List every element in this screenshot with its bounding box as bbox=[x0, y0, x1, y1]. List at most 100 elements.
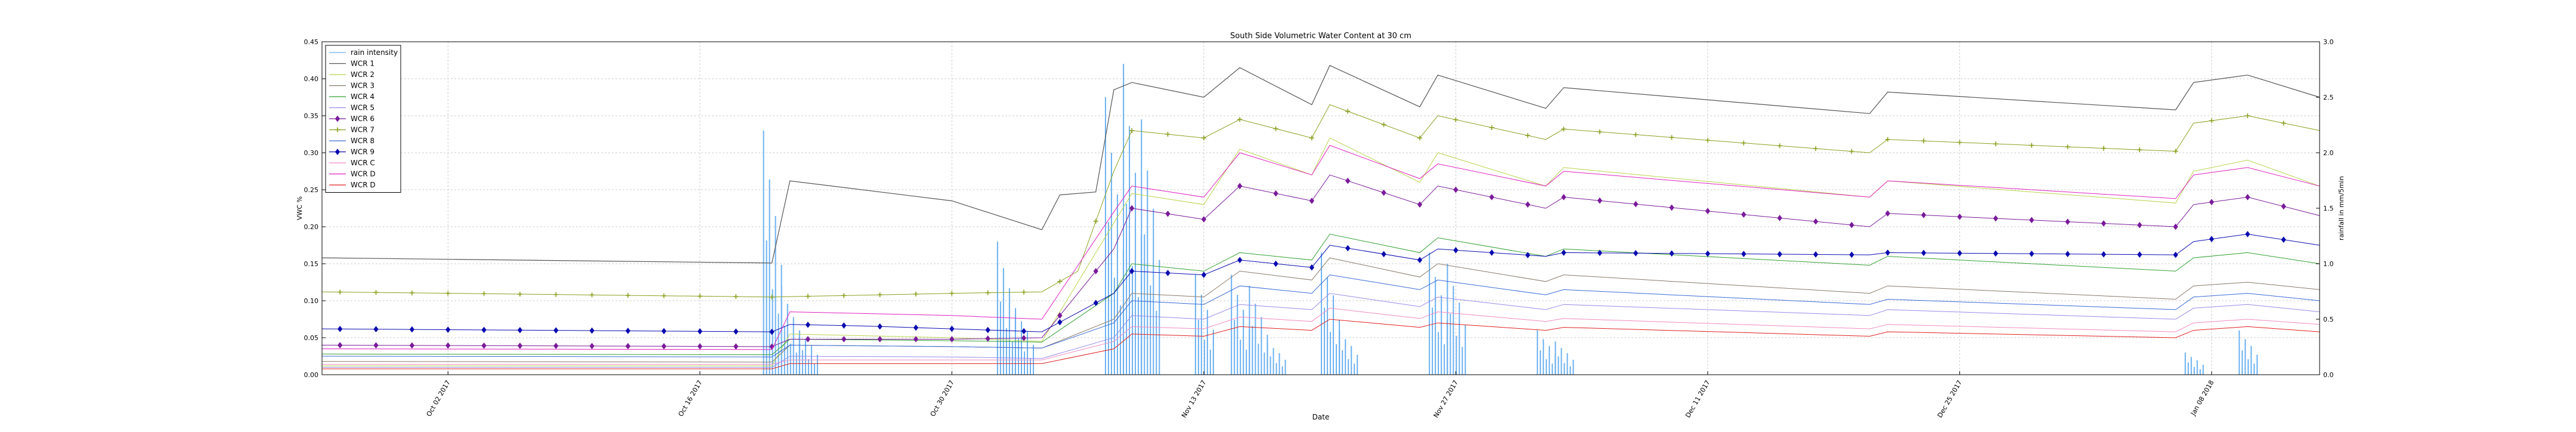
series-marker bbox=[1561, 249, 1566, 256]
series-line bbox=[321, 233, 2320, 356]
series-marker bbox=[1381, 122, 1386, 127]
series-marker bbox=[1309, 135, 1314, 141]
rain-bar bbox=[1116, 194, 1118, 375]
series-marker bbox=[2245, 194, 2250, 200]
series-marker bbox=[1453, 186, 1459, 193]
x-tick-label: Oct 02 2017 bbox=[425, 379, 452, 418]
series-marker bbox=[589, 327, 595, 334]
rain-bar bbox=[1330, 332, 1332, 375]
series-marker bbox=[589, 342, 595, 350]
rain-bar bbox=[999, 301, 1001, 375]
series-marker bbox=[697, 343, 702, 350]
series-marker bbox=[841, 336, 847, 342]
series-marker bbox=[1021, 289, 1027, 295]
series-marker bbox=[1669, 204, 1674, 211]
rain-bar bbox=[1453, 286, 1454, 375]
series-marker bbox=[445, 291, 451, 296]
rain-bar bbox=[2253, 363, 2255, 375]
rain-bars bbox=[763, 64, 2258, 375]
series-marker bbox=[1993, 250, 1998, 257]
rain-bar bbox=[1240, 340, 1241, 375]
rain-bar bbox=[1459, 303, 1460, 375]
series-marker bbox=[553, 327, 559, 334]
series-marker bbox=[1165, 132, 1171, 137]
series-marker bbox=[409, 342, 415, 349]
rain-bar bbox=[2193, 366, 2195, 375]
legend-label: WCR 1 bbox=[351, 60, 374, 68]
rain-bar bbox=[1336, 344, 1337, 375]
y-tick-label: 0.25 bbox=[304, 186, 319, 194]
y-right-tick-label: 3.0 bbox=[2323, 38, 2334, 46]
legend-label: rain intensity bbox=[351, 48, 398, 57]
series-marker bbox=[1777, 251, 1782, 258]
series-marker bbox=[1309, 264, 1315, 271]
series-marker bbox=[2209, 199, 2215, 205]
series-marker bbox=[1885, 249, 1890, 256]
series-marker bbox=[445, 326, 451, 333]
series-marker bbox=[2101, 251, 2106, 258]
series-marker bbox=[409, 290, 414, 295]
series-marker bbox=[1237, 117, 1243, 122]
y-right-tick-label: 1.5 bbox=[2323, 205, 2334, 212]
rain-bar bbox=[1206, 310, 1208, 375]
series-marker bbox=[1165, 210, 1171, 217]
rain-bar bbox=[1555, 341, 1556, 375]
series-marker bbox=[1597, 197, 1602, 204]
rain-bar bbox=[1153, 208, 1154, 375]
series-marker bbox=[1129, 128, 1135, 133]
rain-bar bbox=[1441, 295, 1442, 375]
series-marker bbox=[2173, 149, 2178, 154]
rain-bar bbox=[1194, 274, 1196, 375]
rain-bar bbox=[1107, 222, 1109, 375]
legend-label: WCR 2 bbox=[351, 70, 374, 79]
rain-bar bbox=[1429, 252, 1431, 375]
series-marker bbox=[769, 328, 775, 335]
series-marker bbox=[1957, 213, 1962, 220]
series-marker bbox=[2281, 121, 2286, 126]
series-marker bbox=[1453, 117, 1459, 122]
series-marker bbox=[1237, 183, 1243, 190]
series-marker bbox=[1561, 194, 1566, 200]
series-marker bbox=[1957, 140, 1962, 145]
series-layer bbox=[321, 64, 2320, 369]
series-marker bbox=[1669, 135, 1674, 140]
series-marker bbox=[1381, 189, 1386, 196]
y-tick-label: 0.40 bbox=[304, 75, 319, 83]
rain-bar bbox=[1537, 330, 1538, 375]
series-marker bbox=[2137, 251, 2142, 258]
series-marker bbox=[2065, 218, 2070, 225]
rain-bar bbox=[2250, 345, 2252, 375]
series-marker bbox=[1921, 249, 1927, 257]
series-marker bbox=[985, 326, 990, 334]
rain-bar bbox=[769, 179, 770, 375]
rain-bar bbox=[1572, 359, 1574, 375]
series-marker bbox=[1633, 249, 1639, 257]
rain-bar bbox=[1275, 363, 1277, 375]
series-marker bbox=[2245, 231, 2250, 237]
rain-bar bbox=[766, 240, 767, 375]
series-marker bbox=[805, 336, 810, 342]
series-marker bbox=[1921, 138, 1927, 144]
rain-bar bbox=[1104, 97, 1106, 375]
rain-bar bbox=[1267, 341, 1268, 375]
series-marker bbox=[1057, 312, 1063, 319]
series-marker bbox=[1417, 201, 1423, 208]
series-marker bbox=[2209, 118, 2214, 124]
rain-bar bbox=[1278, 353, 1280, 375]
series-marker bbox=[1993, 215, 1998, 222]
series-marker bbox=[1165, 270, 1171, 276]
series-marker bbox=[481, 326, 487, 334]
series-marker bbox=[913, 336, 919, 342]
legend-label: WCR 8 bbox=[351, 137, 374, 145]
rain-bar bbox=[2241, 350, 2243, 375]
rain-bar bbox=[1030, 358, 1032, 375]
rain-bar bbox=[1231, 274, 1233, 375]
rain-bar bbox=[1284, 359, 1286, 375]
series-marker bbox=[1705, 250, 1711, 257]
series-line bbox=[321, 144, 2320, 350]
series-marker bbox=[1885, 210, 1890, 217]
series-marker bbox=[1201, 271, 1206, 278]
series-marker bbox=[1597, 129, 1602, 134]
series-marker bbox=[2065, 251, 2070, 258]
x-tick-label: Dec 25 2017 bbox=[1936, 379, 1964, 419]
